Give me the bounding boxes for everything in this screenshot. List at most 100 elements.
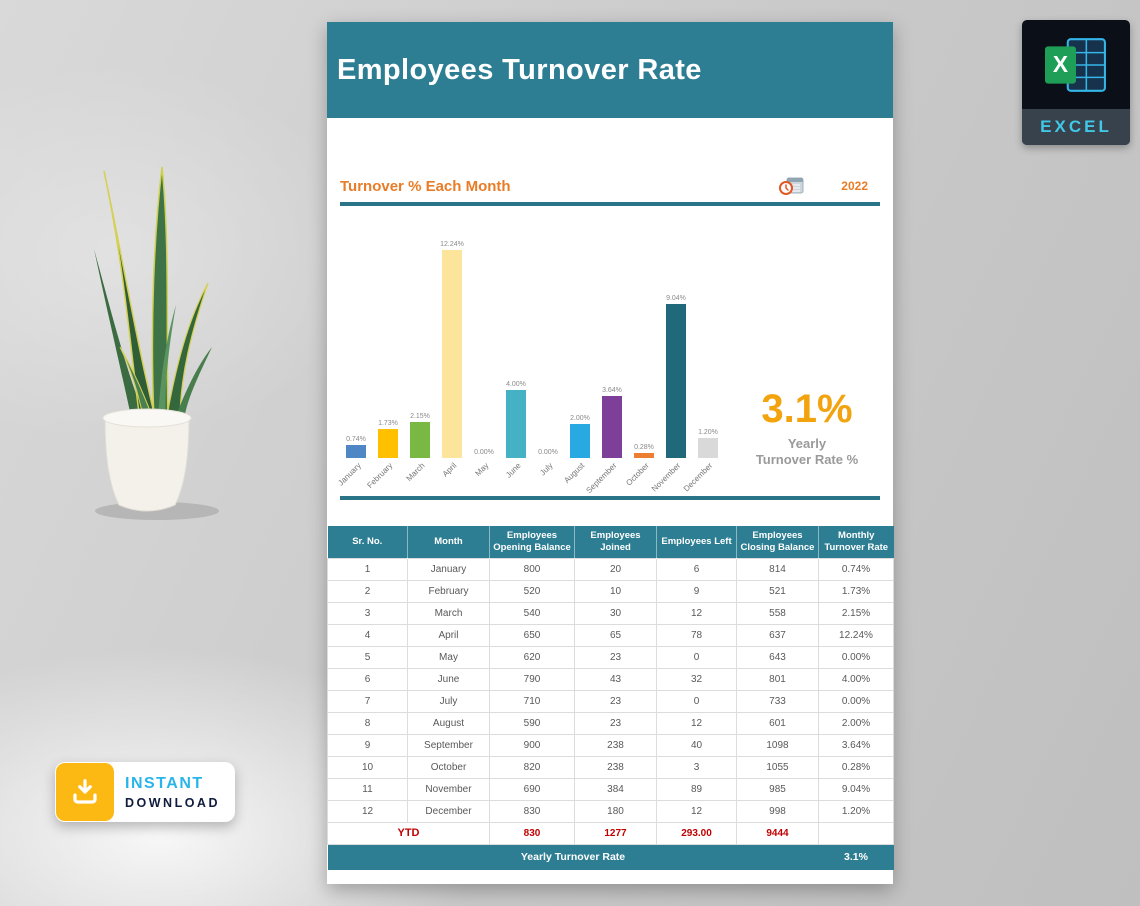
- table-cell: 23: [574, 645, 657, 669]
- table-cell: 0.28%: [818, 755, 894, 779]
- ytd-label: YTD: [327, 821, 490, 845]
- excel-logo: X EXCEL: [1022, 20, 1130, 145]
- bar-june: [506, 390, 526, 458]
- table-cell: 8: [327, 711, 408, 735]
- table-cell: 180: [574, 799, 657, 823]
- table-cell: 65: [574, 623, 657, 647]
- table-cell: 238: [574, 755, 657, 779]
- table-row: 9 September 900 238 40 1098 3.64%: [327, 733, 894, 757]
- bar-value-label: 2.15%: [410, 412, 430, 420]
- bar-month-label: May: [473, 461, 491, 479]
- yearly-turnover-caption: Yearly Turnover Rate %: [742, 436, 872, 469]
- instant-download-badge[interactable]: INSTANT DOWNLOAD: [55, 762, 235, 822]
- bar-value-label: 0.74%: [346, 436, 366, 444]
- table-cell: 238: [574, 733, 657, 757]
- table-cell: 23: [574, 711, 657, 735]
- table-cell: 0.00%: [818, 645, 894, 669]
- table-cell: 3: [656, 755, 737, 779]
- column-header: Employees Opening Balance: [489, 526, 575, 558]
- year-label: 2022: [841, 179, 868, 193]
- table-cell: 12: [656, 799, 737, 823]
- table-header-row: Sr. No. Month Employees Opening Balance Emp…: [327, 526, 894, 558]
- table-cell: 520: [489, 579, 575, 603]
- table-cell: 10: [574, 579, 657, 603]
- table-cell: 998: [736, 799, 819, 823]
- table-row: 7 July 710 23 0 733 0.00%: [327, 689, 894, 713]
- table-cell: 0.00%: [818, 689, 894, 713]
- table-cell: 9: [327, 733, 408, 757]
- table-cell: 1: [327, 557, 408, 581]
- bar-slot-september: 3.64% September: [584, 212, 628, 495]
- bar-slot-february: 1.73% February: [365, 212, 404, 490]
- table-cell: 790: [489, 667, 575, 691]
- bar-slot-january: 0.74% January: [336, 212, 372, 487]
- table-cell: 30: [574, 601, 657, 625]
- bar-month-label: August: [562, 461, 587, 485]
- table-cell: 78: [656, 623, 737, 647]
- table-cell: 710: [489, 689, 575, 713]
- bar-slot-july: 0.00% July: [532, 212, 564, 477]
- bar-slot-april: 12.24% April: [436, 212, 468, 479]
- bar-month-label: April: [440, 461, 459, 479]
- table-cell: 6: [656, 557, 737, 581]
- bar-slot-november: 9.04% November: [650, 212, 692, 493]
- bar-slot-march: 2.15% March: [404, 212, 436, 483]
- table-cell: 540: [489, 601, 575, 625]
- column-header: Monthly Turnover Rate: [818, 526, 894, 558]
- ytd-value: 9444: [736, 821, 819, 845]
- bar-value-label: 1.73%: [378, 419, 398, 427]
- table-row: 3 March 540 30 12 558 2.15%: [327, 601, 894, 625]
- table-cell: 12: [656, 711, 737, 735]
- table-cell: July: [407, 689, 490, 713]
- bar-value-label: 0.00%: [538, 449, 558, 456]
- chart-title: Turnover % Each Month: [340, 177, 511, 195]
- table-cell: 2: [327, 579, 408, 603]
- bar-month-label: December: [681, 461, 715, 494]
- table-cell: 558: [736, 601, 819, 625]
- turnover-bar-chart: 0.74% January 1.73% February 2.15% March 12.24…: [336, 212, 880, 495]
- page-header-banner: Employees Turnover Rate: [327, 22, 893, 118]
- turnover-table: Sr. No. Month Employees Opening Balance Emp…: [327, 526, 894, 870]
- table-cell: 801: [736, 667, 819, 691]
- table-cell: November: [407, 777, 490, 801]
- bar-november: [666, 304, 686, 458]
- excel-label: EXCEL: [1022, 109, 1130, 145]
- bar-march: [410, 421, 430, 458]
- bar-february: [378, 428, 398, 458]
- bar-january: [346, 445, 366, 458]
- table-cell: 6: [327, 667, 408, 691]
- table-cell: 3.64%: [818, 733, 894, 757]
- table-cell: 5: [327, 645, 408, 669]
- table-row: 12 December 830 180 12 998 1.20%: [327, 799, 894, 823]
- table-cell: 0: [656, 689, 737, 713]
- table-cell: 650: [489, 623, 575, 647]
- table-cell: January: [407, 557, 490, 581]
- bar-month-label: November: [649, 461, 683, 494]
- table-cell: 590: [489, 711, 575, 735]
- table-cell: 900: [489, 733, 575, 757]
- bar-value-label: 4.00%: [506, 381, 526, 388]
- table-row: 4 April 650 65 78 637 12.24%: [327, 623, 894, 647]
- table-cell: 820: [489, 755, 575, 779]
- bar-plot-area: 0.74% January 1.73% February 2.15% March 12.24…: [336, 212, 724, 495]
- table-cell: 830: [489, 799, 575, 823]
- table-cell: October: [407, 755, 490, 779]
- table-cell: 32: [656, 667, 737, 691]
- table-cell: 43: [574, 667, 657, 691]
- table-cell: 521: [736, 579, 819, 603]
- download-icon-box: [56, 763, 114, 821]
- table-row: 5 May 620 23 0 643 0.00%: [327, 645, 894, 669]
- table-cell: 12: [327, 799, 408, 823]
- table-cell: 0: [656, 645, 737, 669]
- table-cell: 643: [736, 645, 819, 669]
- table-cell: 2.15%: [818, 601, 894, 625]
- table-cell: 10: [327, 755, 408, 779]
- table-cell: 4.00%: [818, 667, 894, 691]
- bar-month-label: June: [503, 461, 523, 480]
- bar-slot-june: 4.00% June: [500, 212, 532, 480]
- table-footer-row: Yearly Turnover Rate 3.1%: [327, 844, 894, 870]
- table-cell: 23: [574, 689, 657, 713]
- table-cell: 384: [574, 777, 657, 801]
- table-cell: 985: [736, 777, 819, 801]
